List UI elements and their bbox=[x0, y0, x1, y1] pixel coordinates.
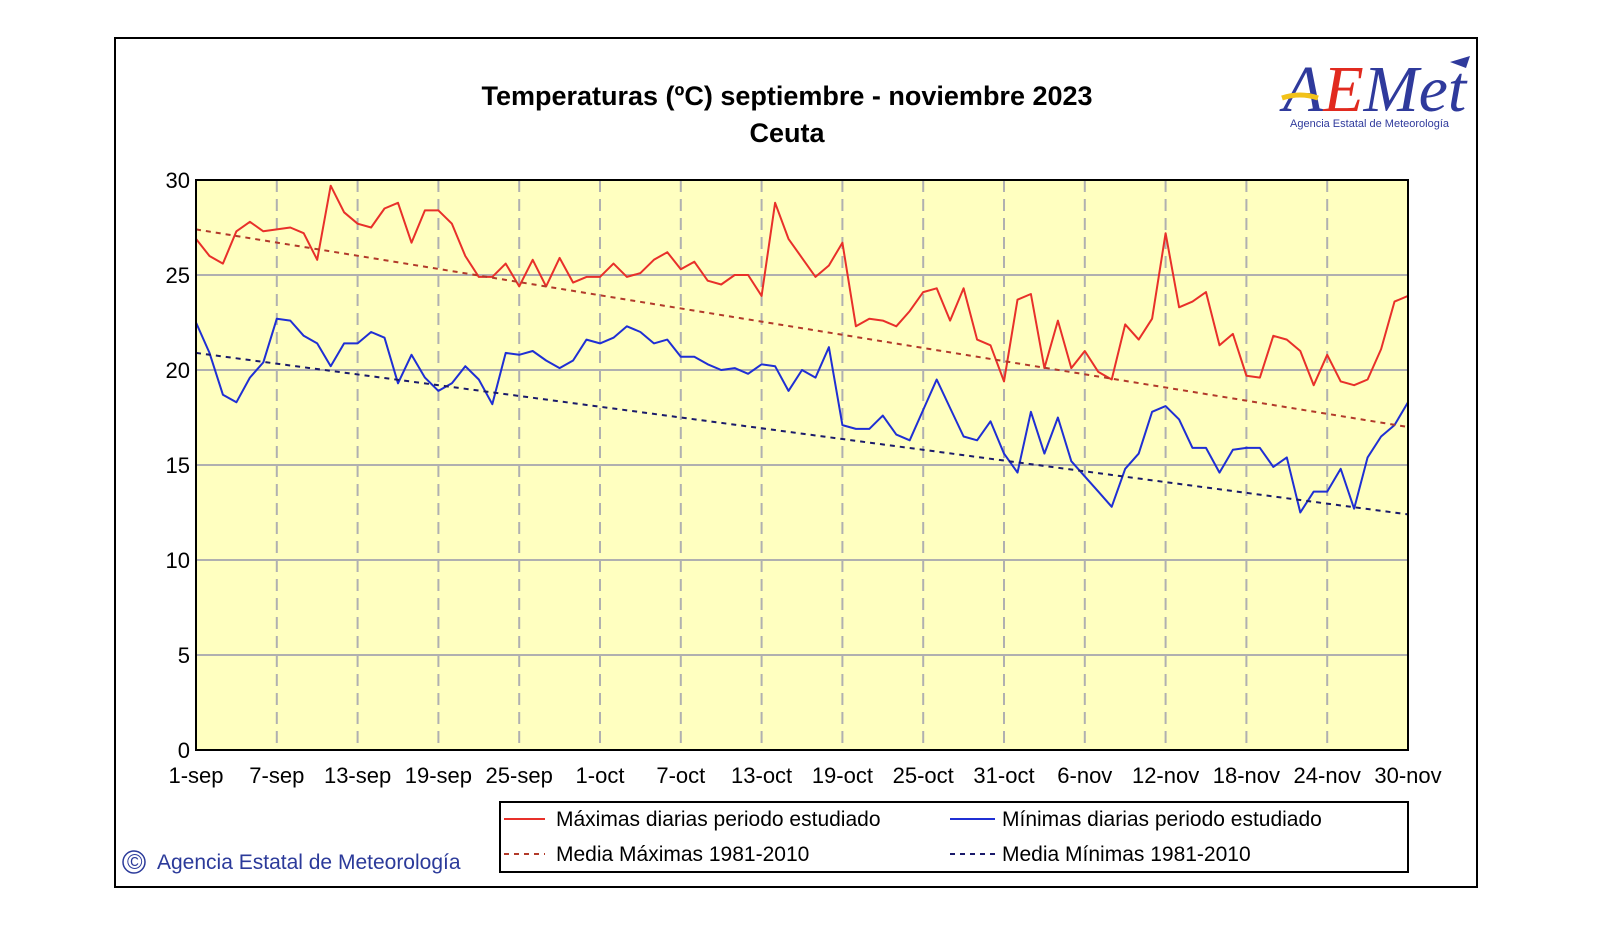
x-tick-label: 19-sep bbox=[405, 763, 472, 788]
chart-title: Temperaturas (ºC) septiembre - noviembre… bbox=[481, 81, 1092, 111]
legend-label-max-mean: Media Máximas 1981-2010 bbox=[556, 843, 809, 866]
x-tick-label: 13-sep bbox=[324, 763, 391, 788]
logo-swoosh-icon bbox=[1281, 92, 1319, 101]
x-tick-label: 25-oct bbox=[893, 763, 954, 788]
legend-label-min: Mínimas diarias periodo estudiado bbox=[1002, 808, 1322, 831]
x-axis-ticks: 1-sep 7-sep 13-sep 19-sep 25-sep 1-oct 7-oct 13… bbox=[168, 763, 1441, 788]
x-tick-label: 18-nov bbox=[1213, 763, 1280, 788]
x-tick-label: 1-oct bbox=[576, 763, 625, 788]
logo-letters-met: Met bbox=[1363, 53, 1468, 126]
legend-label-max: Máximas diarias periodo estudiado bbox=[556, 808, 881, 831]
series-lines bbox=[195, 184, 1409, 516]
y-tick-label: 5 bbox=[178, 643, 190, 668]
x-tick-label: 25-sep bbox=[486, 763, 553, 788]
aemet-logo-subtitle: Agencia Estatal de Meteorología bbox=[1290, 118, 1450, 130]
y-tick-label: 0 bbox=[178, 738, 190, 763]
x-tick-label: 7-oct bbox=[656, 763, 705, 788]
logo-letter-a: A bbox=[1279, 53, 1324, 126]
y-tick-label: 15 bbox=[166, 453, 190, 478]
copyright: © Agencia Estatal de Meteorología bbox=[122, 850, 461, 874]
logo-flag-icon bbox=[1450, 56, 1470, 68]
aemet-logo: AEMet Agencia Estatal de Meteorología bbox=[1279, 53, 1470, 130]
series-line-2 bbox=[195, 228, 1409, 428]
y-tick-label: 25 bbox=[166, 263, 190, 288]
copyright-symbol: © bbox=[127, 851, 143, 874]
x-tick-label: 30-nov bbox=[1374, 763, 1441, 788]
logo-letter-e: E bbox=[1322, 53, 1363, 126]
y-tick-label: 30 bbox=[166, 168, 190, 193]
x-tick-label: 7-sep bbox=[249, 763, 304, 788]
x-tick-label: 31-oct bbox=[973, 763, 1034, 788]
grid-lines bbox=[196, 180, 1408, 750]
legend-box bbox=[499, 801, 1409, 873]
y-tick-label: 20 bbox=[166, 358, 190, 383]
x-tick-label: 6-nov bbox=[1057, 763, 1112, 788]
x-tick-label: 24-nov bbox=[1294, 763, 1361, 788]
x-tick-label: 19-oct bbox=[812, 763, 873, 788]
y-axis-ticks: 0 5 10 15 20 25 30 bbox=[166, 168, 190, 763]
y-tick-label: 10 bbox=[166, 548, 190, 573]
plot-border bbox=[195, 179, 1409, 751]
x-tick-label: 13-oct bbox=[731, 763, 792, 788]
x-tick-label: 12-nov bbox=[1132, 763, 1199, 788]
aemet-logo-text: AEMet bbox=[1279, 53, 1468, 126]
series-line-3 bbox=[195, 351, 1409, 516]
chart-subtitle: Ceuta bbox=[749, 118, 825, 148]
series-line-1 bbox=[195, 317, 1409, 514]
x-tick-label: 1-sep bbox=[168, 763, 223, 788]
legend: Máximas diarias periodo estudiado Mínima… bbox=[499, 801, 1409, 873]
copyright-icon bbox=[122, 850, 146, 874]
legend-label-min-mean: Media Mínimas 1981-2010 bbox=[1002, 843, 1251, 866]
copyright-text: Agencia Estatal de Meteorología bbox=[157, 851, 461, 874]
series-line-0 bbox=[195, 184, 1409, 387]
